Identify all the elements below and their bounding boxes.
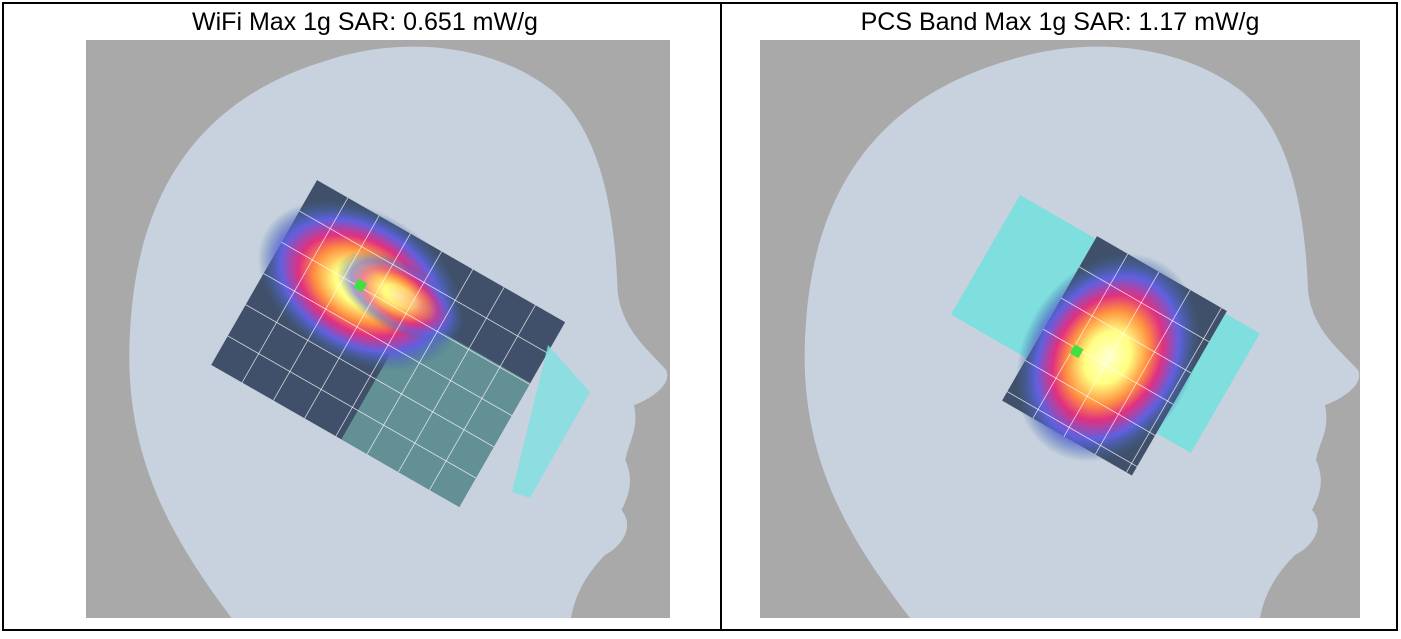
caption: WiFi Max 1g SAR: 0.651 mW/g [192,8,538,36]
caption: PCS Band Max 1g SAR: 1.17 mW/g [861,8,1260,36]
sar-image [86,40,670,618]
page: WiFi Max 1g SAR: 0.651 mW/g PCS Band Max… [0,0,1401,634]
sar-image [760,40,1360,618]
